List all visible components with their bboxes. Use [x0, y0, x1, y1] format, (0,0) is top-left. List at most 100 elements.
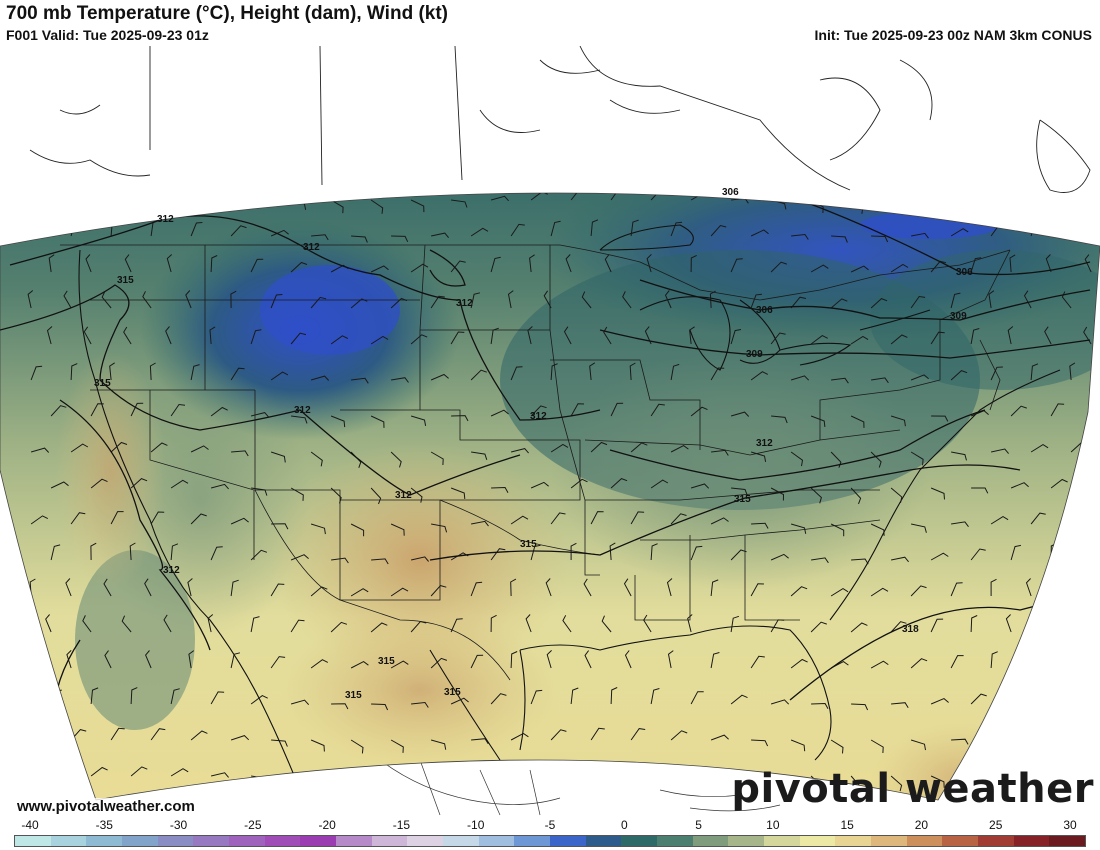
wind-barb	[950, 370, 968, 381]
wind-barb	[670, 363, 680, 381]
wind-barb	[251, 487, 268, 496]
wind-barb	[870, 587, 889, 597]
wind-barb	[190, 222, 203, 237]
outer-coastlines	[29, 46, 1091, 193]
wind-barb	[604, 254, 612, 273]
wind-barb	[210, 691, 225, 705]
contour-label: 312	[157, 214, 174, 225]
colorbar-tick-label: -35	[95, 818, 113, 832]
website-url[interactable]: www.pivotalweather.com	[14, 798, 198, 815]
wind-barb	[570, 687, 579, 705]
height-contour-lines	[0, 193, 1091, 761]
wind-barb	[570, 403, 585, 417]
wind-barb	[270, 656, 286, 669]
map-title: 700 mb Temperature (°C), Height (dam), W…	[6, 3, 449, 24]
wind-barb	[330, 335, 349, 345]
wind-barb	[670, 730, 688, 741]
wind-barb	[630, 442, 648, 453]
wind-barb	[1010, 405, 1027, 417]
wind-barb	[910, 295, 926, 309]
colorbar-swatch	[550, 836, 586, 846]
wind-barb	[331, 557, 349, 564]
wind-barb	[510, 223, 525, 237]
wind-barb	[310, 586, 328, 597]
wind-barb	[770, 619, 785, 633]
wind-barb	[930, 698, 949, 705]
wind-barb	[350, 588, 369, 597]
wind-barb	[991, 448, 1009, 454]
wind-barb	[370, 622, 388, 633]
wind-barb	[629, 362, 636, 381]
wind-barb	[250, 549, 268, 561]
wind-barb	[430, 451, 444, 466]
wind-barb	[790, 451, 804, 467]
wind-barb	[490, 693, 507, 705]
colorbar-swatch	[692, 836, 729, 846]
colorbar-tick-label: 10	[766, 818, 780, 832]
colorbar-tick-label: 20	[914, 818, 929, 832]
wind-barb	[507, 290, 514, 309]
wind-barb	[63, 290, 72, 309]
wind-barb	[250, 412, 269, 418]
wind-barb	[550, 443, 569, 453]
colorbar-swatch	[443, 836, 479, 846]
wind-barb	[170, 479, 189, 489]
wind-barb	[770, 332, 786, 345]
wind-barb	[150, 511, 165, 525]
wind-barb	[970, 257, 982, 273]
wind-barb	[646, 254, 652, 273]
wind-barb	[290, 332, 307, 345]
wind-barb	[45, 614, 52, 633]
wind-barb	[150, 728, 166, 741]
wind-barb	[90, 687, 99, 705]
wind-barb	[230, 290, 237, 309]
wind-barb	[230, 367, 245, 381]
contour-label: 309	[746, 349, 763, 360]
wind-barb	[890, 775, 903, 792]
wind-barb	[310, 659, 329, 669]
wind-barb	[831, 377, 849, 384]
wind-barb	[510, 366, 523, 381]
wind-barb	[581, 291, 592, 309]
wind-barb	[123, 326, 132, 345]
contour-label: 315	[520, 539, 537, 550]
wind-barb	[1050, 478, 1068, 489]
wind-barb	[790, 658, 808, 669]
wind-barb	[451, 199, 468, 208]
wind-barb	[70, 363, 78, 381]
wind-barb	[290, 554, 309, 561]
wind-barb	[771, 415, 788, 424]
wind-barb	[1025, 578, 1032, 597]
wind-barb	[190, 730, 208, 741]
wind-barb	[750, 229, 769, 237]
wind-barb	[351, 235, 368, 243]
coastlines	[78, 224, 1061, 791]
init-time: Init: Tue 2025-09-23 00z NAM 3km CONUS	[814, 27, 1093, 43]
wind-barb	[601, 615, 612, 633]
wind-barb	[491, 486, 509, 493]
wind-barb	[951, 738, 969, 745]
wind-barb	[210, 255, 218, 273]
wind-barb	[142, 291, 152, 309]
wind-barb	[450, 618, 463, 633]
wind-barb	[951, 521, 969, 527]
wind-barb	[230, 517, 249, 525]
colorbar-tick-label: 25	[989, 818, 1003, 832]
wind-barb	[46, 326, 53, 345]
wind-barb	[1084, 254, 1092, 273]
wind-barb	[870, 451, 882, 468]
wind-barb	[830, 451, 842, 468]
wind-barb	[370, 487, 382, 505]
weather-map[interactable]: 312 312 312 312 312 312 312 312 315 315 …	[0, 46, 1100, 818]
wind-barb	[271, 739, 288, 747]
colorbar-swatch	[621, 836, 658, 846]
wind-barb	[270, 371, 289, 381]
wind-barb	[271, 523, 289, 530]
wind-barb	[546, 650, 552, 669]
pivotal-weather-logo: pivotal weather	[731, 766, 1094, 812]
contour-label: 315	[444, 687, 461, 698]
wind-barb	[30, 447, 50, 453]
wind-barb	[530, 544, 541, 561]
wind-barb	[250, 695, 268, 705]
wind-barb	[590, 511, 604, 525]
